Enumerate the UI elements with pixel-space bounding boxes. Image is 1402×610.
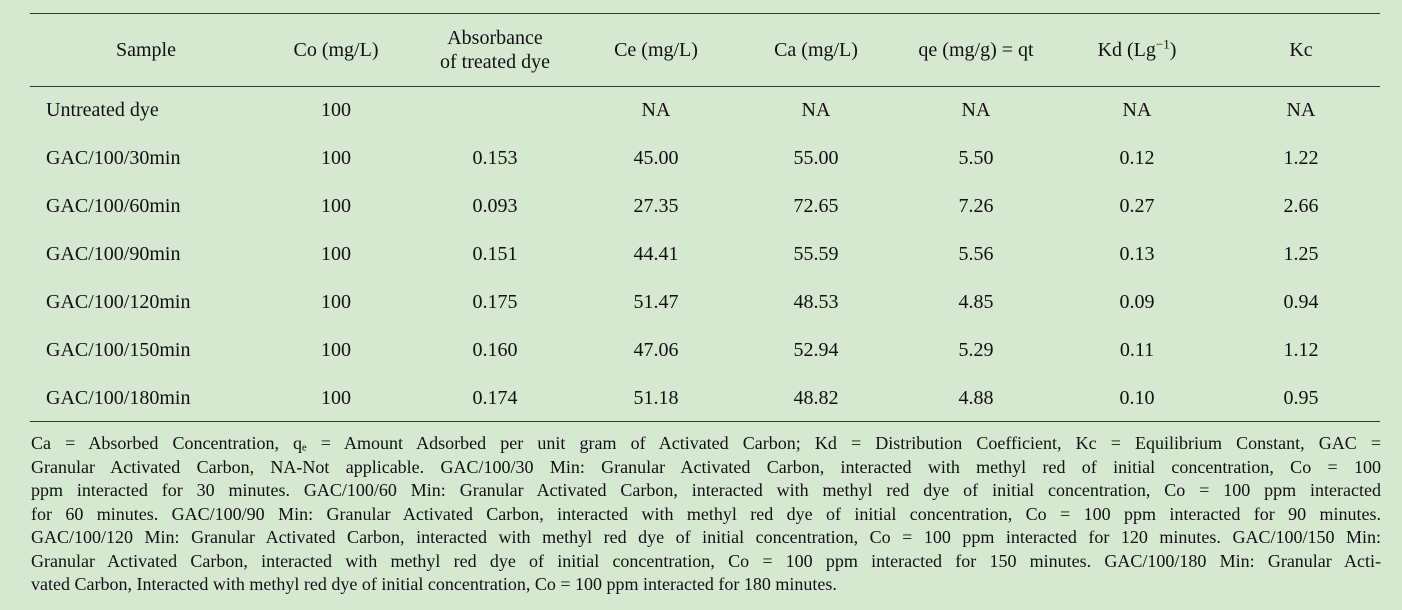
cell-absorbance: 0.174 bbox=[472, 386, 518, 409]
cell-sample: GAC/100/180min bbox=[46, 386, 191, 409]
table-row: GAC/100/60min 100 0.093 27.35 72.65 7.26 0.27 2… bbox=[30, 182, 1380, 230]
footnote-line: Granular Activated Carbon, interacted wi… bbox=[31, 550, 1381, 571]
header-ca: Ca (mg/L) bbox=[774, 39, 858, 61]
cell-ce: 47.06 bbox=[633, 338, 679, 361]
header-kd: Kd (Lg−1) bbox=[1052, 14, 1222, 86]
cell-kd: 0.10 bbox=[1119, 386, 1155, 409]
footnote-line: GAC/100/120 Min: Granular Activated Carb… bbox=[31, 527, 1381, 547]
header-absorbance-line1: Absorbance bbox=[447, 27, 543, 49]
footnote-line: vated Carbon, Interacted with methyl red… bbox=[31, 574, 837, 594]
cell-kd: 0.27 bbox=[1119, 194, 1155, 217]
header-absorbance-line2: of treated dye bbox=[440, 51, 550, 73]
cell-co: 100 bbox=[321, 194, 351, 217]
cell-absorbance: 0.175 bbox=[472, 290, 518, 313]
cell-ca: 48.53 bbox=[793, 290, 839, 313]
cell-sample: GAC/100/90min bbox=[46, 242, 181, 265]
header-sample: Sample bbox=[116, 39, 176, 61]
cell-sample: GAC/100/120min bbox=[46, 290, 191, 313]
cell-qe: 4.88 bbox=[958, 386, 994, 409]
cell-qe: 7.26 bbox=[958, 194, 994, 217]
cell-sample: GAC/100/30min bbox=[46, 146, 181, 169]
cell-kd: 0.12 bbox=[1119, 146, 1155, 169]
cell-absorbance: 0.151 bbox=[472, 242, 518, 265]
footnote-line: Granular Activated Carbon, NA-Not applic… bbox=[31, 456, 1381, 477]
cell-kd: 0.11 bbox=[1119, 338, 1155, 361]
cell-qe: 4.85 bbox=[958, 290, 994, 313]
cell-qe: NA bbox=[961, 98, 991, 121]
table-footnote: Ca = Absorbed Concentration, qₑ = Amount… bbox=[31, 432, 1381, 597]
table-row: Untreated dye 100 NA NA NA NA NA bbox=[30, 86, 1380, 134]
cell-sample: Untreated dye bbox=[46, 98, 159, 121]
cell-co: 100 bbox=[321, 386, 351, 409]
cell-ca: 52.94 bbox=[793, 338, 839, 361]
table-row: GAC/100/90min 100 0.151 44.41 55.59 5.56 0.13 1… bbox=[30, 230, 1380, 278]
cell-ca: 55.59 bbox=[793, 242, 839, 265]
table-header-rule bbox=[30, 86, 1380, 87]
cell-ca: 48.82 bbox=[793, 386, 839, 409]
cell-co: 100 bbox=[321, 98, 351, 121]
header-ce: Ce (mg/L) bbox=[614, 39, 698, 61]
header-qe: qe (mg/g) = qt bbox=[918, 39, 1034, 61]
cell-kd: 0.09 bbox=[1119, 290, 1155, 313]
table-row: GAC/100/150min 100 0.160 47.06 52.94 5.29 0.11… bbox=[30, 326, 1380, 374]
footnote-line: Ca = Absorbed Concentration, qₑ = Amount… bbox=[31, 433, 1381, 453]
cell-ce: 44.41 bbox=[633, 242, 679, 265]
cell-absorbance: 0.093 bbox=[472, 194, 518, 217]
cell-kc: 0.95 bbox=[1283, 386, 1319, 409]
table-row: GAC/100/180min 100 0.174 51.18 48.82 4.88 0.10… bbox=[30, 374, 1380, 422]
cell-ce: NA bbox=[641, 98, 671, 121]
header-kd-sup: −1 bbox=[1155, 36, 1170, 52]
cell-kc: 0.94 bbox=[1283, 290, 1319, 313]
cell-ca: 72.65 bbox=[793, 194, 839, 217]
cell-kd: NA bbox=[1122, 98, 1152, 121]
cell-ce: 51.47 bbox=[633, 290, 679, 313]
table-row: GAC/100/30min 100 0.153 45.00 55.00 5.50 0.12 1… bbox=[30, 134, 1380, 182]
cell-co: 100 bbox=[321, 338, 351, 361]
cell-ce: 51.18 bbox=[633, 386, 679, 409]
cell-kc: 1.25 bbox=[1283, 242, 1319, 265]
footnote-line: for 60 minutes. GAC/100/90 Min: Granular… bbox=[31, 503, 1381, 524]
cell-sample: GAC/100/60min bbox=[46, 194, 181, 217]
cell-co: 100 bbox=[321, 242, 351, 265]
cell-co: 100 bbox=[321, 146, 351, 169]
header-kd-prefix: Kd (Lg bbox=[1097, 39, 1156, 61]
cell-ca: 55.00 bbox=[793, 146, 839, 169]
cell-kc: 1.12 bbox=[1283, 338, 1319, 361]
table-header-row: Sample Co (mg/L) Absorbance of treated d… bbox=[30, 14, 1380, 86]
cell-co: 100 bbox=[321, 290, 351, 313]
cell-kd: 0.13 bbox=[1119, 242, 1155, 265]
cell-qe: 5.50 bbox=[958, 146, 994, 169]
cell-kc: NA bbox=[1286, 98, 1316, 121]
footnote-paragraph: Ca = Absorbed Concentration, qₑ = Amount… bbox=[31, 432, 1381, 597]
cell-kc: 2.66 bbox=[1283, 194, 1319, 217]
cell-sample: GAC/100/150min bbox=[46, 338, 191, 361]
header-co: Co (mg/L) bbox=[293, 39, 379, 61]
cell-absorbance: 0.153 bbox=[472, 146, 518, 169]
cell-absorbance: 0.160 bbox=[472, 338, 518, 361]
table-top-rule bbox=[30, 13, 1380, 14]
cell-kc: 1.22 bbox=[1283, 146, 1319, 169]
cell-ce: 27.35 bbox=[633, 194, 679, 217]
header-absorbance: Absorbance of treated dye bbox=[410, 14, 580, 86]
cell-qe: 5.56 bbox=[958, 242, 994, 265]
table-bottom-rule bbox=[30, 421, 1380, 422]
table-row: GAC/100/120min 100 0.175 51.47 48.53 4.85 0.09… bbox=[30, 278, 1380, 326]
cell-ce: 45.00 bbox=[633, 146, 679, 169]
header-kd-suffix: ) bbox=[1169, 39, 1177, 61]
adsorption-data-table: Sample Co (mg/L) Absorbance of treated d… bbox=[30, 14, 1380, 422]
cell-ca: NA bbox=[801, 98, 831, 121]
footnote-line: ppm interacted for 30 minutes. GAC/100/6… bbox=[31, 480, 1381, 500]
cell-absorbance bbox=[410, 86, 580, 134]
cell-qe: 5.29 bbox=[958, 338, 994, 361]
header-kc: Kc bbox=[1289, 39, 1313, 61]
table-body: Untreated dye 100 NA NA NA NA NA GAC/100/30min 1… bbox=[30, 86, 1380, 422]
